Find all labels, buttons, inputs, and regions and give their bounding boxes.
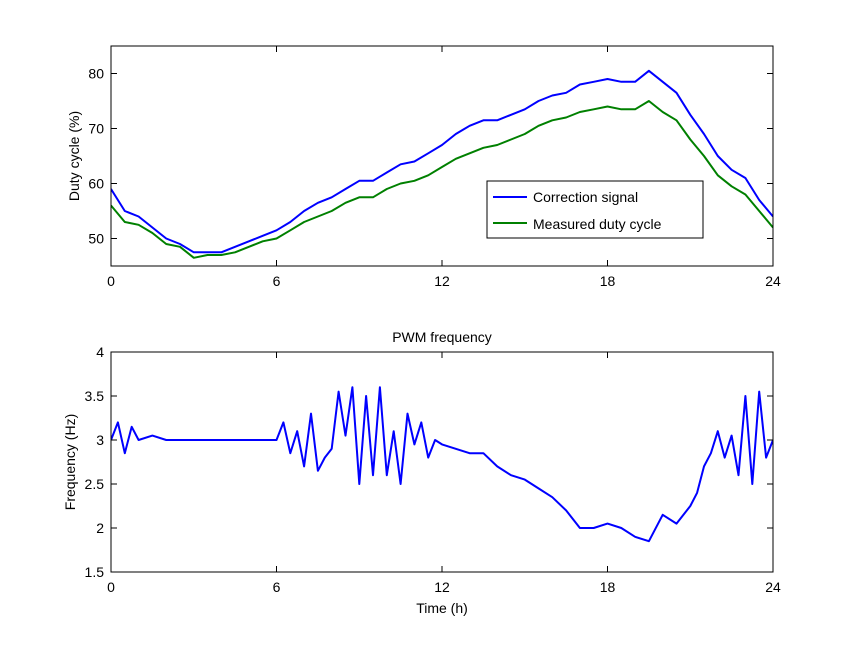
pwm-frequency-xtick-label: 6 <box>273 579 281 595</box>
duty-cycle-ytick-label: 80 <box>88 66 104 82</box>
pwm-frequency-ytick-label: 3 <box>96 432 104 448</box>
duty-cycle-xtick-label: 0 <box>107 273 115 289</box>
duty-cycle-line-correction-signal <box>111 69 773 254</box>
duty-cycle-xtick-label: 12 <box>434 273 450 289</box>
pwm-frequency-ylabel: Frequency (Hz) <box>62 414 78 510</box>
pwm-frequency-xtick-label: 18 <box>600 579 616 595</box>
pwm-frequency-ticks: 0 6 12 18 24 1.5 2 2.5 3 3.5 4 <box>85 344 781 595</box>
pwm-frequency-ytick-label: 2.5 <box>85 476 105 492</box>
pwm-frequency-plot-area <box>111 352 773 572</box>
pwm-frequency-ytick-label: 4 <box>96 344 104 360</box>
pwm-frequency-xlabel: Time (h) <box>416 600 468 616</box>
duty-cycle-ytick-label: 70 <box>88 121 104 137</box>
pwm-frequency-ytick-label: 1.5 <box>85 564 105 580</box>
pwm-frequency-ytick-label: 2 <box>96 520 104 536</box>
duty-cycle-line-measured-duty-cycle <box>111 100 773 259</box>
duty-cycle-ytick-label: 60 <box>88 176 104 192</box>
pwm-frequency-plot: 0 6 12 18 24 1.5 2 2.5 3 3.5 4 Frequency (Hz) PWM … <box>62 329 781 616</box>
duty-cycle-xtick-label: 24 <box>765 273 781 289</box>
pwm-frequency-ytick-label: 3.5 <box>85 388 105 404</box>
legend-box <box>486 180 704 239</box>
pwm-frequency-title: PWM frequency <box>392 329 492 345</box>
duty-cycle-ticks: 0 6 12 18 24 50 60 70 80 <box>88 46 781 289</box>
duty-cycle-series-group <box>111 69 773 259</box>
duty-cycle-xtick-label: 6 <box>273 273 281 289</box>
legend-label-correction-signal: Correction signal <box>533 189 638 205</box>
duty-cycle-ytick-label: 50 <box>88 231 104 247</box>
duty-cycle-ylabel: Duty cycle (%) <box>66 111 82 201</box>
duty-cycle-plot: 0 6 12 18 24 50 60 70 80 Duty cycle (%) Correcti… <box>66 45 781 289</box>
legend: Correction signal Measured duty cycle <box>486 180 704 239</box>
pwm-frequency-xtick-label: 12 <box>434 579 450 595</box>
pwm-frequency-line-series-0 <box>111 386 773 543</box>
pwm-frequency-xtick-label: 0 <box>107 579 115 595</box>
pwm-frequency-series-group <box>111 386 773 543</box>
pwm-frequency-xtick-label: 24 <box>765 579 781 595</box>
duty-cycle-xtick-label: 18 <box>600 273 616 289</box>
legend-label-measured-duty-cycle: Measured duty cycle <box>533 216 662 232</box>
